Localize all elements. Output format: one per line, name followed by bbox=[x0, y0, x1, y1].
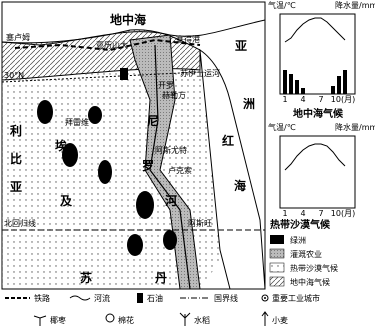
legend-label: 小麦 bbox=[272, 315, 288, 325]
chart-title: 地中海气候 bbox=[293, 107, 344, 120]
region-label: 及 bbox=[60, 194, 73, 208]
legend: 绿洲 灌溉农业 热带沙漠气候 地中海气候 bbox=[269, 235, 338, 287]
legend-label: 灌溉农业 bbox=[290, 249, 322, 259]
legend-label: 铁路 bbox=[34, 293, 50, 303]
chart-title: 热带沙漠气候 bbox=[270, 218, 331, 231]
legend-label: 水稻 bbox=[194, 315, 210, 325]
map: 地中海 亚 洲 红 海 利 比 亚 埃 及 尼 罗 河 苏 丹 30°N 北回归… bbox=[1, 1, 266, 290]
legend: 铁路 河流 石油 国界线 重要工业城市 椰枣 棉花 水稻 小麦 bbox=[5, 293, 320, 326]
city-label: 卢克索 bbox=[168, 165, 192, 175]
river-label: 尼 bbox=[147, 114, 159, 128]
x-tick-label: 4 bbox=[300, 95, 305, 104]
region-label: 利 bbox=[10, 123, 22, 138]
x-tick-label: 4 bbox=[300, 209, 305, 218]
legend-label: 国界线 bbox=[214, 293, 238, 303]
x-tick-label: 1 bbox=[282, 95, 287, 104]
legend-label: 棉花 bbox=[118, 315, 134, 325]
region-label: 海 bbox=[234, 178, 246, 193]
climate-chart: 气温/℃ 降水量/mm 1 4 7 10(月) 地中海气候 气温/℃ 降水量/m… bbox=[268, 0, 375, 231]
region-label: 苏 bbox=[80, 270, 92, 285]
axis-label: 气温/℃ bbox=[268, 122, 296, 132]
city-label: 拜雷维 bbox=[65, 117, 89, 127]
legend-label: 河流 bbox=[94, 293, 110, 303]
latitude-label: 30°N bbox=[4, 71, 24, 80]
legend-label: 热带沙漠气候 bbox=[290, 263, 338, 273]
axis-label: 降水量/mm bbox=[335, 0, 375, 10]
region-label: 丹 bbox=[155, 271, 167, 285]
region-label: 亚 bbox=[10, 180, 22, 194]
legend-label: 地中海气候 bbox=[290, 277, 330, 287]
city-label: 阿斯旺 bbox=[188, 218, 212, 228]
region-label: 埃 bbox=[55, 138, 68, 153]
river-label: 河 bbox=[164, 193, 177, 208]
x-tick-label: 10(月) bbox=[331, 209, 355, 218]
legend-label: 重要工业城市 bbox=[272, 293, 320, 303]
latitude-label: 北回归线 bbox=[4, 218, 36, 228]
axis-label: 降水量/mm bbox=[335, 122, 375, 132]
region-label: 亚 bbox=[235, 39, 247, 53]
city-label: 苏伊士运河 bbox=[180, 68, 220, 78]
legend-label: 椰枣 bbox=[50, 315, 66, 325]
city-label: 塞卢姆 bbox=[6, 32, 30, 42]
city-label: 阿斯尤特 bbox=[155, 145, 187, 155]
region-label: 洲 bbox=[243, 97, 255, 111]
river-label: 罗 bbox=[142, 158, 154, 173]
x-tick-label: 7 bbox=[318, 95, 323, 104]
legend-label: 石油 bbox=[147, 293, 163, 303]
sea-label: 地中海 bbox=[110, 12, 146, 27]
x-tick-label: 1 bbox=[282, 209, 287, 218]
city-label: 塞得港 bbox=[176, 34, 200, 44]
region-label: 红 bbox=[222, 133, 234, 148]
legend-label: 绿洲 bbox=[290, 236, 306, 245]
region-label: 比 bbox=[10, 151, 22, 166]
x-tick-label: 7 bbox=[318, 209, 323, 218]
city-label: 亚历山大 bbox=[96, 40, 128, 50]
city-label: 赫勒万 bbox=[162, 90, 186, 100]
axis-label: 气温/℃ bbox=[268, 0, 296, 10]
city-label: 开罗 bbox=[158, 81, 174, 90]
x-tick-label: 10(月) bbox=[331, 95, 355, 104]
